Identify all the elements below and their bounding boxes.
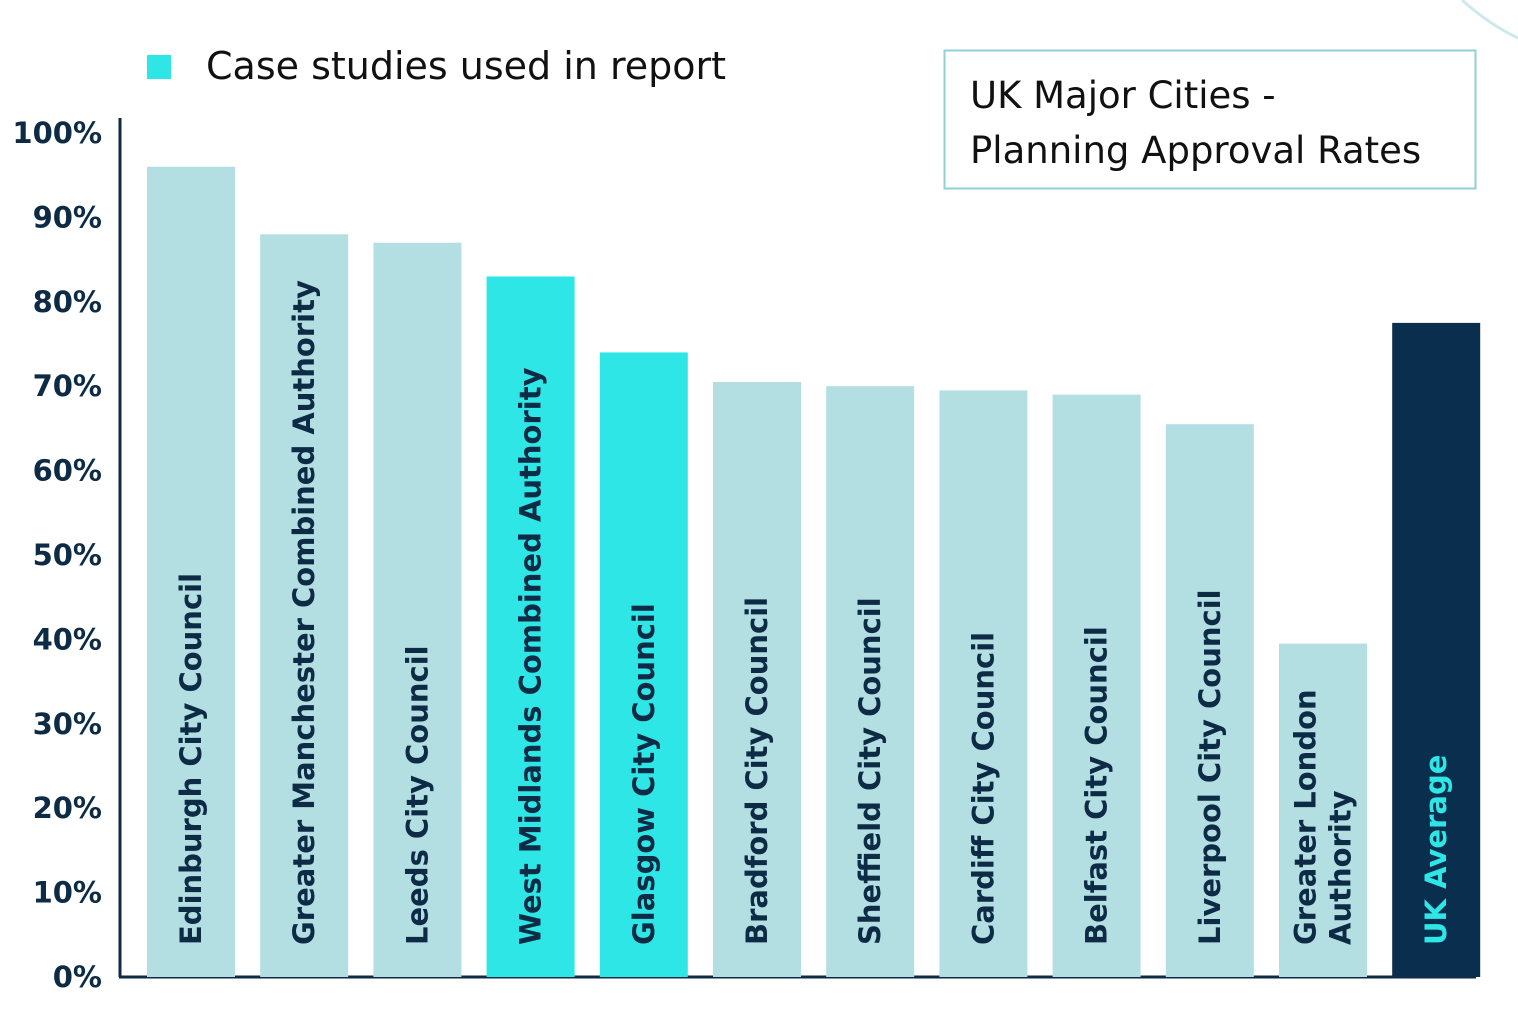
bar (599, 352, 688, 977)
y-tick-label: 100% (12, 116, 102, 150)
decorative-arc (1461, 0, 1518, 40)
bar-label: Glasgow City Council (627, 603, 661, 945)
bar-label: Belfast City Council (1080, 626, 1114, 945)
y-tick-label: 20% (33, 791, 102, 825)
bar (826, 386, 915, 977)
legend-swatch (147, 55, 171, 79)
bar-label: Greater Manchester Combined Authority (287, 280, 321, 945)
bar (1279, 643, 1367, 977)
bar (1052, 394, 1141, 977)
bar-label: Authority (1324, 790, 1358, 945)
y-tick-label: 70% (33, 369, 102, 403)
bar-label: Bradford City Council (740, 597, 774, 945)
bar-label: Sheffield City Council (853, 597, 887, 945)
y-axis-ticks: 0% 10% 20% 30% 40% 50% 60% 70% 80% 90% 100% (12, 116, 102, 994)
bar (147, 166, 235, 977)
bar (1165, 424, 1254, 977)
chart-title-line-1: UK Major Cities - (970, 74, 1276, 117)
bar (260, 234, 349, 977)
y-tick-label: 40% (33, 622, 102, 656)
y-tick-label: 50% (33, 538, 102, 572)
bar-label: UK Average (1419, 755, 1453, 945)
bars-group (147, 166, 1481, 978)
bar (1392, 322, 1481, 977)
y-tick-label: 0% (53, 960, 102, 994)
y-tick-label: 10% (33, 876, 102, 910)
legend-label: Case studies used in report (206, 44, 726, 88)
bar (373, 242, 462, 978)
chart-title-line-2: Planning Approval Rates (970, 129, 1421, 172)
y-tick-label: 30% (33, 707, 102, 741)
chart-title-box (943, 49, 1477, 190)
bar-label: Cardiff City Council (966, 632, 1000, 945)
bar-labels-group: Edinburgh City Council Greater Manchester… (174, 280, 1453, 945)
bar-label: Leeds City Council (400, 645, 434, 945)
y-tick-label: 60% (33, 454, 102, 488)
bar-label: West Midlands Combined Authority (514, 367, 548, 945)
bar-label: Greater London (1289, 689, 1323, 945)
y-tick-label: 80% (33, 285, 102, 319)
bar (939, 390, 1028, 977)
y-tick-label: 90% (33, 200, 102, 234)
bar-label: Liverpool City Council (1193, 589, 1227, 945)
bar (486, 276, 575, 978)
bar (713, 381, 801, 978)
bar-label: Edinburgh City Council (174, 573, 208, 945)
